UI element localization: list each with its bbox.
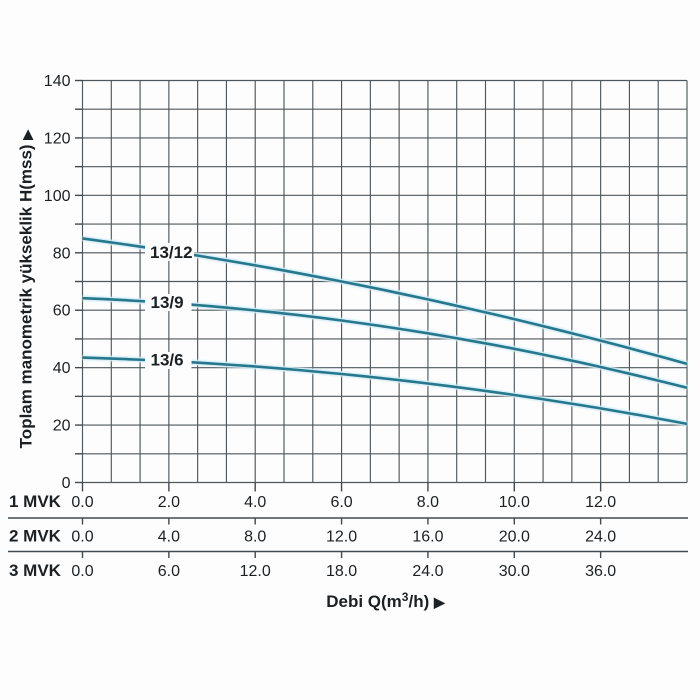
svg-text:2 MVK: 2 MVK — [9, 527, 62, 546]
svg-text:24.0: 24.0 — [585, 529, 616, 546]
svg-text:16.0: 16.0 — [412, 529, 443, 546]
svg-text:10.0: 10.0 — [499, 494, 530, 511]
svg-text:18.0: 18.0 — [326, 563, 357, 580]
svg-text:24.0: 24.0 — [412, 563, 443, 580]
svg-text:12.0: 12.0 — [326, 529, 357, 546]
svg-text:36.0: 36.0 — [585, 563, 616, 580]
svg-text:1 MVK: 1 MVK — [9, 492, 62, 511]
svg-text:0.0: 0.0 — [71, 529, 93, 546]
svg-text:6.0: 6.0 — [158, 563, 180, 580]
svg-text:13/9: 13/9 — [151, 293, 184, 312]
svg-text:140: 140 — [44, 73, 71, 90]
svg-text:0.0: 0.0 — [71, 563, 93, 580]
svg-text:13/12: 13/12 — [150, 243, 193, 262]
svg-text:60: 60 — [53, 303, 71, 320]
svg-text:80: 80 — [53, 245, 71, 262]
svg-text:0: 0 — [62, 475, 71, 492]
svg-text:8.0: 8.0 — [244, 529, 266, 546]
svg-text:8.0: 8.0 — [417, 494, 439, 511]
svg-text:6.0: 6.0 — [330, 494, 352, 511]
svg-text:120: 120 — [44, 130, 71, 147]
svg-text:100: 100 — [44, 188, 71, 205]
svg-text:3 MVK: 3 MVK — [9, 561, 62, 580]
svg-text:2.0: 2.0 — [158, 494, 180, 511]
svg-text:20: 20 — [53, 418, 71, 435]
svg-text:30.0: 30.0 — [499, 563, 530, 580]
svg-text:13/6: 13/6 — [151, 351, 184, 370]
svg-text:40: 40 — [53, 360, 71, 377]
svg-text:20.0: 20.0 — [499, 529, 530, 546]
svg-text:4.0: 4.0 — [244, 494, 266, 511]
svg-text:12.0: 12.0 — [240, 563, 271, 580]
svg-text:0.0: 0.0 — [71, 494, 93, 511]
svg-text:4.0: 4.0 — [158, 529, 180, 546]
svg-text:Debi Q(m3/h) ▶: Debi Q(m3/h) ▶ — [326, 590, 446, 611]
svg-text:Toplam manometrik yükseklik H(: Toplam manometrik yükseklik H(mss) ▶ — [17, 129, 36, 449]
svg-text:12.0: 12.0 — [585, 494, 616, 511]
